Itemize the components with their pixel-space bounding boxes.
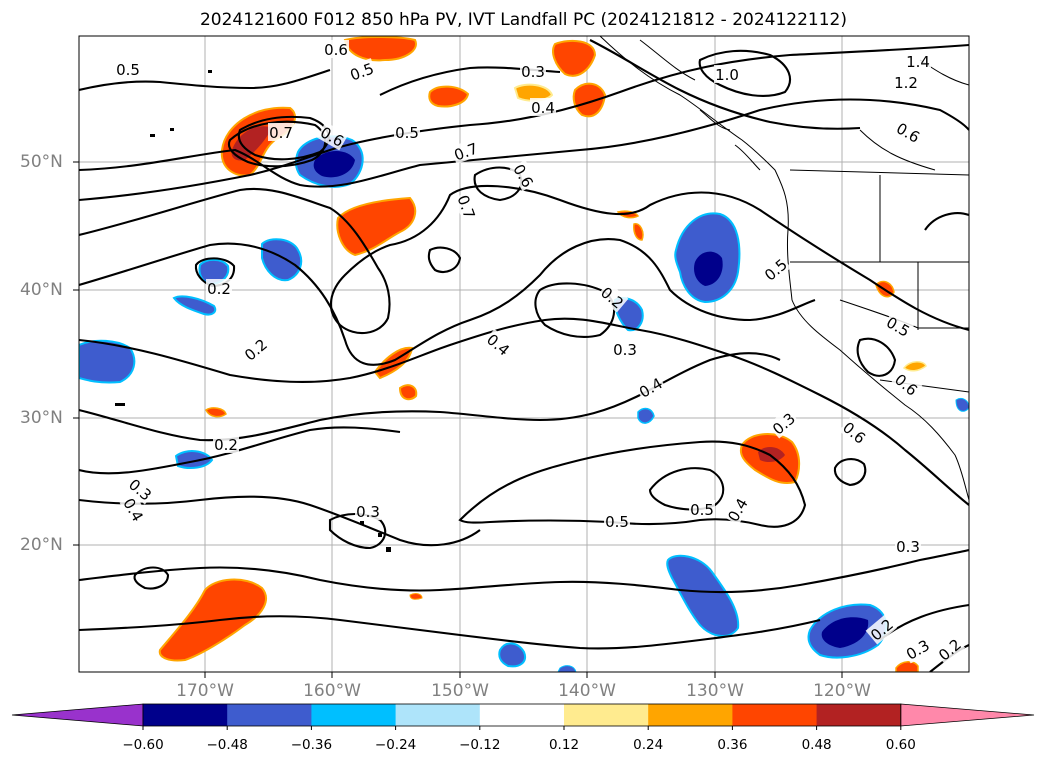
contour-label-bg — [124, 473, 157, 505]
contour-label-bg — [759, 253, 792, 285]
contour-label-bg — [268, 123, 294, 141]
lat-tick-40n: 40°N — [20, 280, 63, 300]
contour-label: 0.5 — [395, 124, 419, 142]
contour-label-bg — [838, 416, 871, 448]
lat-tick-50n: 50°N — [20, 152, 63, 172]
lon-tick-130w: 130°W — [686, 681, 744, 701]
contour-label-bg — [323, 40, 349, 58]
contour-label: 0.7 — [269, 124, 293, 142]
colorbar-tick-label: 0.12 — [548, 737, 580, 753]
colorbar-segment — [143, 704, 228, 726]
contour-labels: 0.50.60.5 0.30.41.01.41.20.60.50.60.70.60… — [115, 40, 966, 665]
colorbar-segment — [564, 704, 649, 726]
colorbar-segment — [311, 704, 397, 726]
colorbar-tick-label: −0.60 — [122, 737, 164, 753]
contour-label: 0.2 — [214, 436, 238, 454]
map-background — [79, 36, 969, 672]
contour-label: 0.3 — [356, 503, 380, 521]
colorbar-segment — [395, 704, 481, 726]
colorbar — [11, 703, 1035, 730]
axis-ticks — [73, 161, 843, 678]
lon-tick-140w: 140°W — [558, 681, 616, 701]
colorbar-tick-label: −0.24 — [374, 737, 417, 753]
colorbar-extend-low — [11, 703, 144, 727]
colorbar-tick-label: 0.48 — [801, 737, 832, 753]
lon-tick-170w: 170°W — [176, 681, 234, 701]
contour-label-bg — [346, 58, 377, 84]
contour-label-bg — [596, 281, 629, 313]
contour-label-bg — [115, 60, 141, 78]
colorbar-tick-label: −0.48 — [206, 737, 248, 753]
contour-label-bg — [905, 52, 931, 70]
contour-label-bg — [767, 407, 800, 439]
contour-label-bg — [454, 191, 480, 222]
contour-label-bg — [530, 98, 556, 116]
lon-tick-120w: 120°W — [813, 681, 871, 701]
lat-tick-20n: 20°N — [20, 535, 63, 555]
contour-label-bg — [689, 500, 715, 518]
colorbar-extend-high — [900, 703, 1035, 727]
contour-label: 0.5 — [690, 501, 714, 519]
contour-label-bg — [206, 279, 232, 297]
contour-label-bg — [213, 435, 239, 453]
contour-label-bg — [450, 138, 481, 164]
colorbar-segment — [816, 704, 902, 726]
colorbar-segment — [227, 704, 312, 726]
contour-label: 0.5 — [116, 61, 140, 79]
negative-anomaly-shading — [79, 135, 969, 672]
contour-label-bg — [482, 328, 515, 360]
contour-label-bg — [901, 634, 934, 664]
contour-label: 1.2 — [894, 74, 918, 92]
contour-label: 1.0 — [715, 66, 739, 84]
contour-label: 0.4 — [531, 99, 555, 117]
colorbar-segment — [479, 704, 565, 726]
contour-label: 0.2 — [207, 280, 231, 298]
contour-label-bg — [119, 493, 149, 526]
contour-label-bg — [895, 537, 921, 555]
contour-label: 0.3 — [521, 63, 545, 81]
contour-label-bg — [722, 493, 752, 526]
lon-tick-150w: 150°W — [431, 681, 489, 701]
contour-label: 1.4 — [906, 53, 930, 71]
lon-tick-160w: 160°W — [303, 681, 361, 701]
contour-label-bg — [239, 333, 272, 365]
contour-label-bg — [714, 65, 740, 83]
contour-label-bg — [865, 613, 898, 645]
contour-label-bg — [520, 62, 546, 80]
colorbar-frame — [142, 703, 902, 727]
contour-label-bg — [890, 368, 923, 400]
colorbar-tick-label: 0.60 — [885, 737, 916, 753]
colorbar-tick-label: −0.36 — [290, 737, 333, 753]
colorbar-tick-label: 0.24 — [633, 737, 664, 753]
colorbar-tick-label: 0.36 — [717, 737, 748, 753]
contour-label: 0.3 — [613, 341, 637, 359]
contour-label-bg — [604, 512, 630, 530]
lat-tick-30n: 30°N — [20, 408, 63, 428]
contour-label-bg — [355, 502, 381, 520]
contour-label-bg — [882, 311, 915, 341]
contour-label-bg — [634, 372, 667, 402]
figure-title: 2024121600 F012 850 hPa PV, IVT Landfall… — [199, 10, 847, 30]
contour-label: 0.5 — [605, 513, 629, 531]
contour-label-bg — [893, 73, 919, 91]
contour-label-bg — [892, 117, 925, 147]
islands — [115, 70, 391, 552]
contour-label-bg — [394, 123, 420, 141]
contour-label: 0.3 — [896, 538, 920, 556]
pv-contours — [79, 39, 969, 672]
colorbar-segment — [732, 704, 818, 726]
contour-label-bg — [612, 340, 638, 358]
contour-label-bg — [316, 121, 349, 151]
colorbar-tick-label: −0.12 — [459, 737, 501, 753]
contour-label-bg — [509, 159, 539, 192]
colorbar-segment — [648, 704, 733, 726]
map-frame — [78, 35, 970, 673]
contour-label-bg — [933, 633, 966, 665]
contour-label: 0.6 — [324, 41, 348, 59]
